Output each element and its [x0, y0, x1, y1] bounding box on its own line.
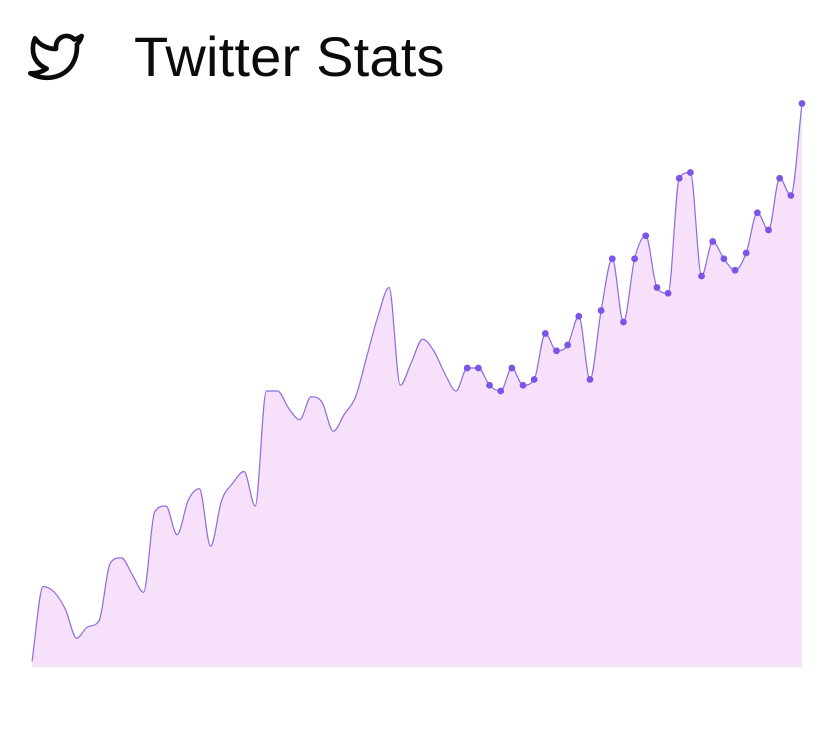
data-point[interactable] — [732, 267, 739, 274]
data-point[interactable] — [486, 382, 493, 389]
data-point[interactable] — [676, 175, 683, 182]
data-point[interactable] — [598, 307, 605, 314]
data-point[interactable] — [765, 227, 772, 234]
data-point[interactable] — [776, 175, 783, 182]
data-point[interactable] — [687, 169, 694, 176]
data-point[interactable] — [520, 382, 527, 389]
data-point[interactable] — [497, 388, 504, 395]
data-point[interactable] — [609, 255, 616, 262]
data-point[interactable] — [553, 347, 560, 354]
data-point[interactable] — [564, 342, 571, 349]
data-point[interactable] — [587, 376, 594, 383]
data-point[interactable] — [631, 255, 638, 262]
data-point[interactable] — [665, 290, 672, 297]
area-fill — [32, 104, 802, 668]
data-point[interactable] — [698, 273, 705, 280]
data-point[interactable] — [575, 313, 582, 320]
data-point[interactable] — [475, 365, 482, 372]
data-point[interactable] — [464, 365, 471, 372]
data-point[interactable] — [654, 284, 661, 291]
data-point[interactable] — [799, 100, 806, 107]
data-point[interactable] — [642, 232, 649, 239]
data-point[interactable] — [743, 250, 750, 257]
data-point[interactable] — [709, 238, 716, 245]
data-point[interactable] — [531, 376, 538, 383]
data-point[interactable] — [720, 255, 727, 262]
data-point[interactable] — [754, 209, 761, 216]
data-point[interactable] — [542, 330, 549, 337]
data-point[interactable] — [620, 319, 627, 326]
data-point[interactable] — [508, 365, 515, 372]
data-point[interactable] — [787, 192, 794, 199]
